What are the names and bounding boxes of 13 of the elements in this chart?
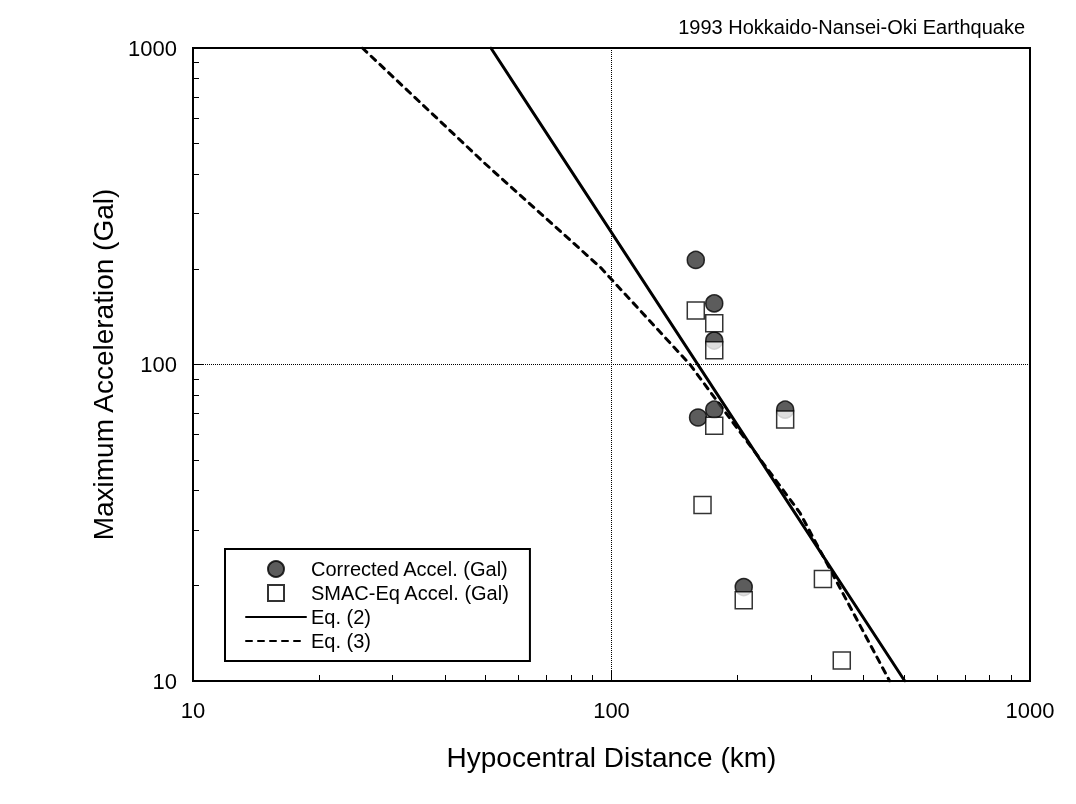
- x-axis-title: Hypocentral Distance (km): [446, 741, 777, 773]
- y-axis-title: Maximum Acceleration (Gal): [87, 188, 119, 541]
- y-tick-label: 10: [152, 668, 177, 694]
- legend-label: Eq. (3): [311, 630, 372, 652]
- chart-title: 1993 Hokkaido-Nansei-Oki Earthquake: [678, 16, 1025, 38]
- x-tick-label: 1000: [1005, 697, 1055, 723]
- x-tick-label: 100: [593, 697, 630, 723]
- y-tick-label: 100: [140, 352, 177, 377]
- y-tick-label: 1000: [128, 35, 177, 61]
- x-tick-label: 10: [180, 697, 206, 723]
- legend-label: SMAC-Eq Accel. (Gal): [311, 582, 509, 604]
- legend-label: Eq. (2): [311, 606, 372, 628]
- legend-label: Corrected Accel. (Gal): [311, 558, 508, 580]
